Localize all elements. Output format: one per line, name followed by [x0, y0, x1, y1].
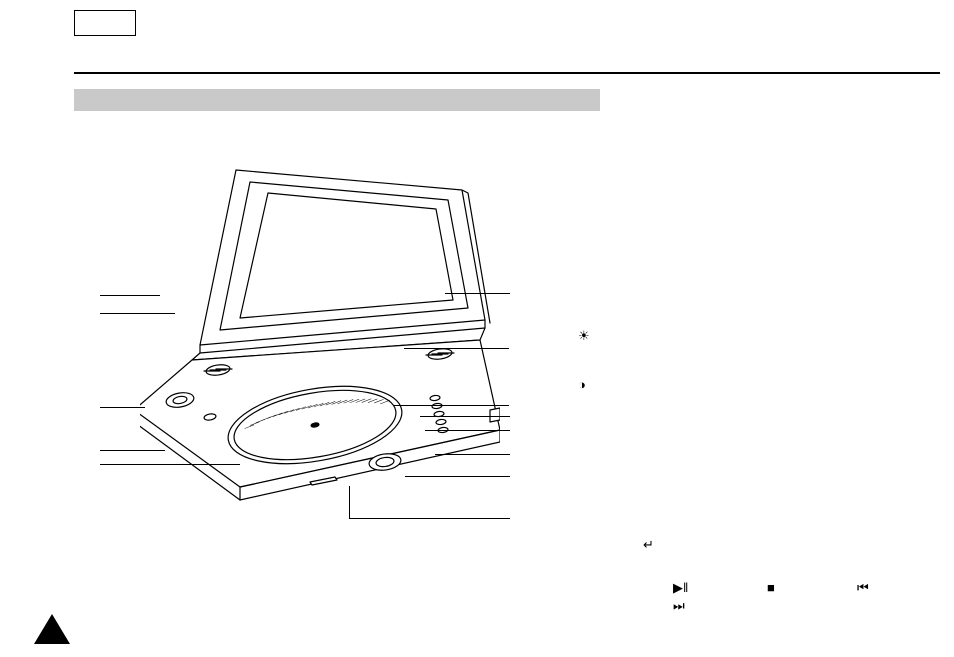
leader-right-6 — [405, 476, 510, 477]
playpause-icon: ▶‖ — [673, 580, 688, 596]
leader-right-5 — [435, 454, 510, 455]
leader-right-4 — [425, 430, 510, 431]
leader-right-2 — [394, 405, 509, 406]
leader-left-2 — [100, 407, 145, 408]
page-marker-triangle — [34, 614, 70, 644]
contrast-icon: ◑ — [578, 377, 586, 392]
leader-v-0 — [349, 486, 350, 519]
device-diagram — [140, 160, 500, 520]
leader-left-3 — [100, 450, 165, 451]
leader-right-1 — [404, 348, 509, 349]
next-icon: ⏭ — [673, 598, 685, 614]
leader-right-0 — [445, 293, 510, 294]
leader-left-0 — [100, 295, 160, 296]
leader-left-1 — [100, 313, 175, 314]
prev-icon: ⏮ — [857, 580, 869, 596]
leader-left-4 — [100, 464, 240, 465]
enter-icon: ↵ — [643, 537, 654, 553]
top-box — [74, 10, 136, 36]
section-rule — [74, 72, 940, 74]
stop-icon: ■ — [767, 580, 775, 595]
leader-right-7 — [350, 518, 510, 519]
section-title-bar — [74, 89, 600, 111]
sun-icon: ☀ — [578, 328, 590, 344]
leader-right-3 — [420, 416, 510, 417]
